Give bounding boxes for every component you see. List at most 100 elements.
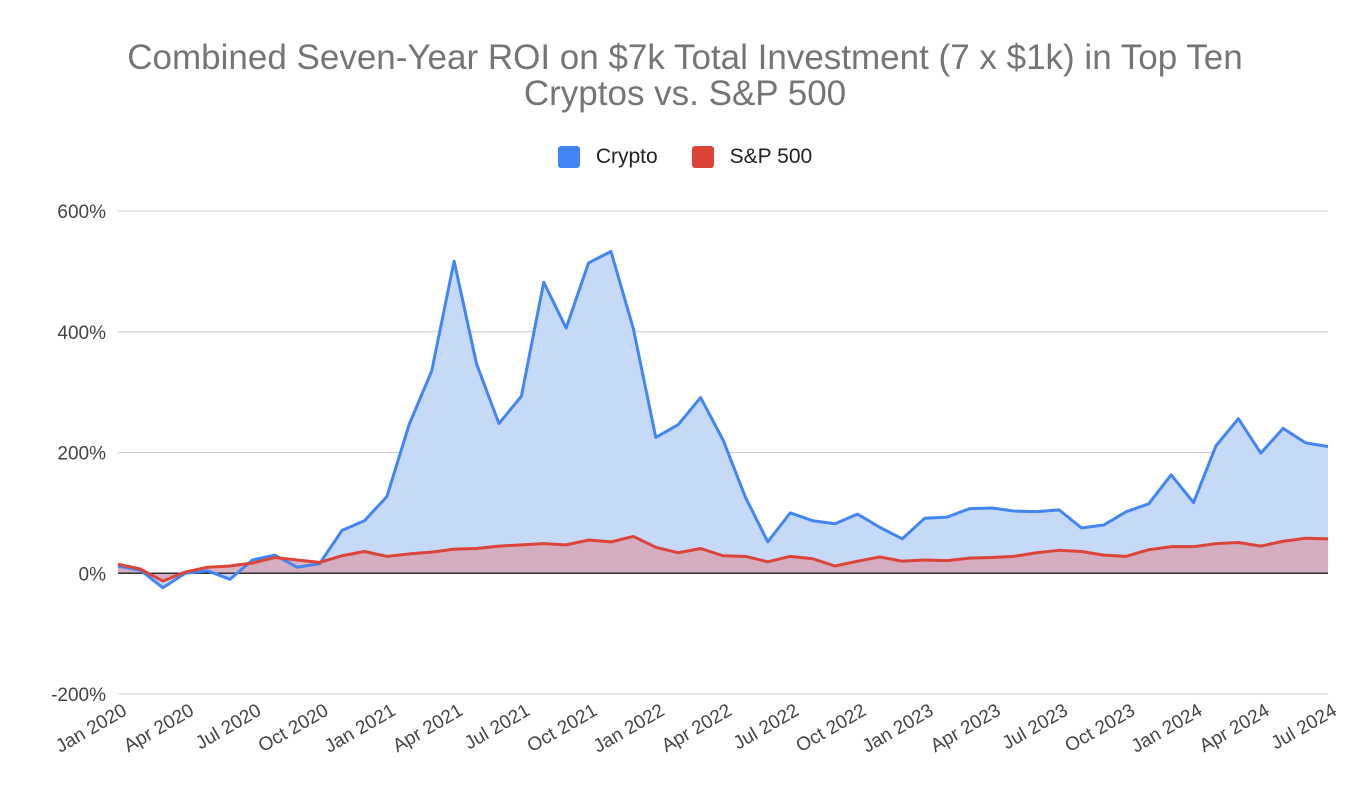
x-tick-label: Apr 2022 <box>658 700 735 757</box>
data-point-s-p-500 <box>565 543 568 546</box>
data-point-crypto <box>677 423 680 426</box>
chart-title: Combined Seven-Year ROI on $7k Total Inv… <box>0 40 1370 112</box>
data-point-s-p-500 <box>1035 551 1038 554</box>
data-point-s-p-500 <box>609 540 612 543</box>
data-point-crypto <box>1080 526 1083 529</box>
data-point-s-p-500 <box>453 548 456 551</box>
data-point-crypto <box>744 496 747 499</box>
data-point-s-p-500 <box>497 545 500 548</box>
data-point-crypto <box>1327 445 1330 448</box>
data-point-s-p-500 <box>1214 542 1217 545</box>
data-point-s-p-500 <box>1170 545 1173 548</box>
data-point-crypto <box>968 507 971 510</box>
chart-title-line-2: Cryptos vs. S&P 500 <box>523 74 847 113</box>
data-point-crypto <box>1237 417 1240 420</box>
legend-swatch-crypto <box>557 146 580 168</box>
data-point-s-p-500 <box>901 560 904 563</box>
data-point-crypto <box>385 495 388 498</box>
x-tick-label: Oct 2020 <box>255 700 332 757</box>
x-tick-label: Jan 2024 <box>1128 700 1207 757</box>
data-point-crypto <box>475 362 478 365</box>
area-s-p-500 <box>118 536 1328 582</box>
data-point-crypto <box>1125 510 1128 513</box>
x-tick-label: Apr 2023 <box>927 700 1004 757</box>
data-point-s-p-500 <box>408 552 411 555</box>
data-point-crypto <box>722 438 725 441</box>
data-point-s-p-500 <box>117 563 120 566</box>
data-point-s-p-500 <box>1282 540 1285 543</box>
data-point-s-p-500 <box>878 555 881 558</box>
data-point-s-p-500 <box>229 565 232 568</box>
y-tick-label: -200% <box>51 685 106 706</box>
data-point-s-p-500 <box>363 550 366 553</box>
data-point-crypto <box>363 519 366 522</box>
data-point-s-p-500 <box>542 542 545 545</box>
data-point-crypto <box>542 281 545 284</box>
data-point-crypto <box>878 526 881 529</box>
legend-item-crypto[interactable]: Crypto <box>557 145 658 169</box>
data-point-crypto <box>453 260 456 263</box>
data-point-s-p-500 <box>990 556 993 559</box>
data-point-s-p-500 <box>430 551 433 554</box>
chart-legend: Crypto S&P 500 <box>0 145 1370 169</box>
data-point-crypto <box>923 517 926 520</box>
x-tick-label: Apr 2020 <box>120 700 197 757</box>
data-point-s-p-500 <box>296 558 299 561</box>
data-point-s-p-500 <box>251 561 254 564</box>
data-point-crypto <box>1170 473 1173 476</box>
x-tick-label: Jul 2020 <box>192 700 265 754</box>
data-point-crypto <box>990 507 993 510</box>
data-point-s-p-500 <box>1192 545 1195 548</box>
data-point-s-p-500 <box>834 565 837 568</box>
data-point-crypto <box>1259 452 1262 455</box>
x-tick-label: Apr 2021 <box>389 700 466 757</box>
x-tick-label: Jan 2020 <box>52 700 130 757</box>
legend-item-sp500[interactable]: S&P 500 <box>691 145 812 169</box>
data-point-crypto <box>587 261 590 264</box>
data-point-s-p-500 <box>722 554 725 557</box>
line-s-p-500 <box>117 534 1329 583</box>
data-point-s-p-500 <box>1080 550 1083 553</box>
data-point-s-p-500 <box>475 547 478 550</box>
data-point-s-p-500 <box>273 556 276 559</box>
x-tick-label: Jul 2022 <box>730 700 803 754</box>
data-point-crypto <box>1147 502 1150 505</box>
data-point-s-p-500 <box>744 555 747 558</box>
data-point-crypto <box>1214 444 1217 447</box>
data-point-crypto <box>341 529 344 532</box>
x-tick-label: Jul 2024 <box>1268 700 1341 754</box>
data-point-s-p-500 <box>1125 555 1128 558</box>
data-point-crypto <box>1192 501 1195 504</box>
data-point-s-p-500 <box>1237 541 1240 544</box>
data-point-s-p-500 <box>1058 549 1061 552</box>
data-point-s-p-500 <box>1102 554 1105 557</box>
data-point-s-p-500 <box>946 559 949 562</box>
data-point-crypto <box>632 327 635 330</box>
data-point-s-p-500 <box>789 555 792 558</box>
y-tick-label: 0% <box>79 564 107 585</box>
data-point-s-p-500 <box>520 543 523 546</box>
data-point-s-p-500 <box>206 566 209 569</box>
data-point-crypto <box>520 395 523 398</box>
data-point-s-p-500 <box>139 568 142 571</box>
data-point-crypto <box>654 436 657 439</box>
x-tick-label: Oct 2023 <box>1062 700 1139 757</box>
x-tick-label: Jul 2023 <box>999 700 1072 754</box>
x-tick-label: Jan 2021 <box>321 700 399 757</box>
x-tick-label: Oct 2021 <box>524 700 601 757</box>
data-point-s-p-500 <box>1259 545 1262 548</box>
data-point-crypto <box>946 516 949 519</box>
data-point-crypto <box>811 519 814 522</box>
data-point-crypto <box>1058 508 1061 511</box>
data-point-s-p-500 <box>161 580 164 583</box>
data-point-s-p-500 <box>699 547 702 550</box>
data-point-s-p-500 <box>1013 555 1016 558</box>
x-tick-label: Apr 2024 <box>1196 700 1274 757</box>
data-point-s-p-500 <box>923 558 926 561</box>
data-point-s-p-500 <box>587 539 590 542</box>
data-point-s-p-500 <box>184 571 187 574</box>
data-point-crypto <box>430 369 433 372</box>
y-tick-label: 200% <box>57 444 106 465</box>
data-point-crypto <box>789 511 792 514</box>
